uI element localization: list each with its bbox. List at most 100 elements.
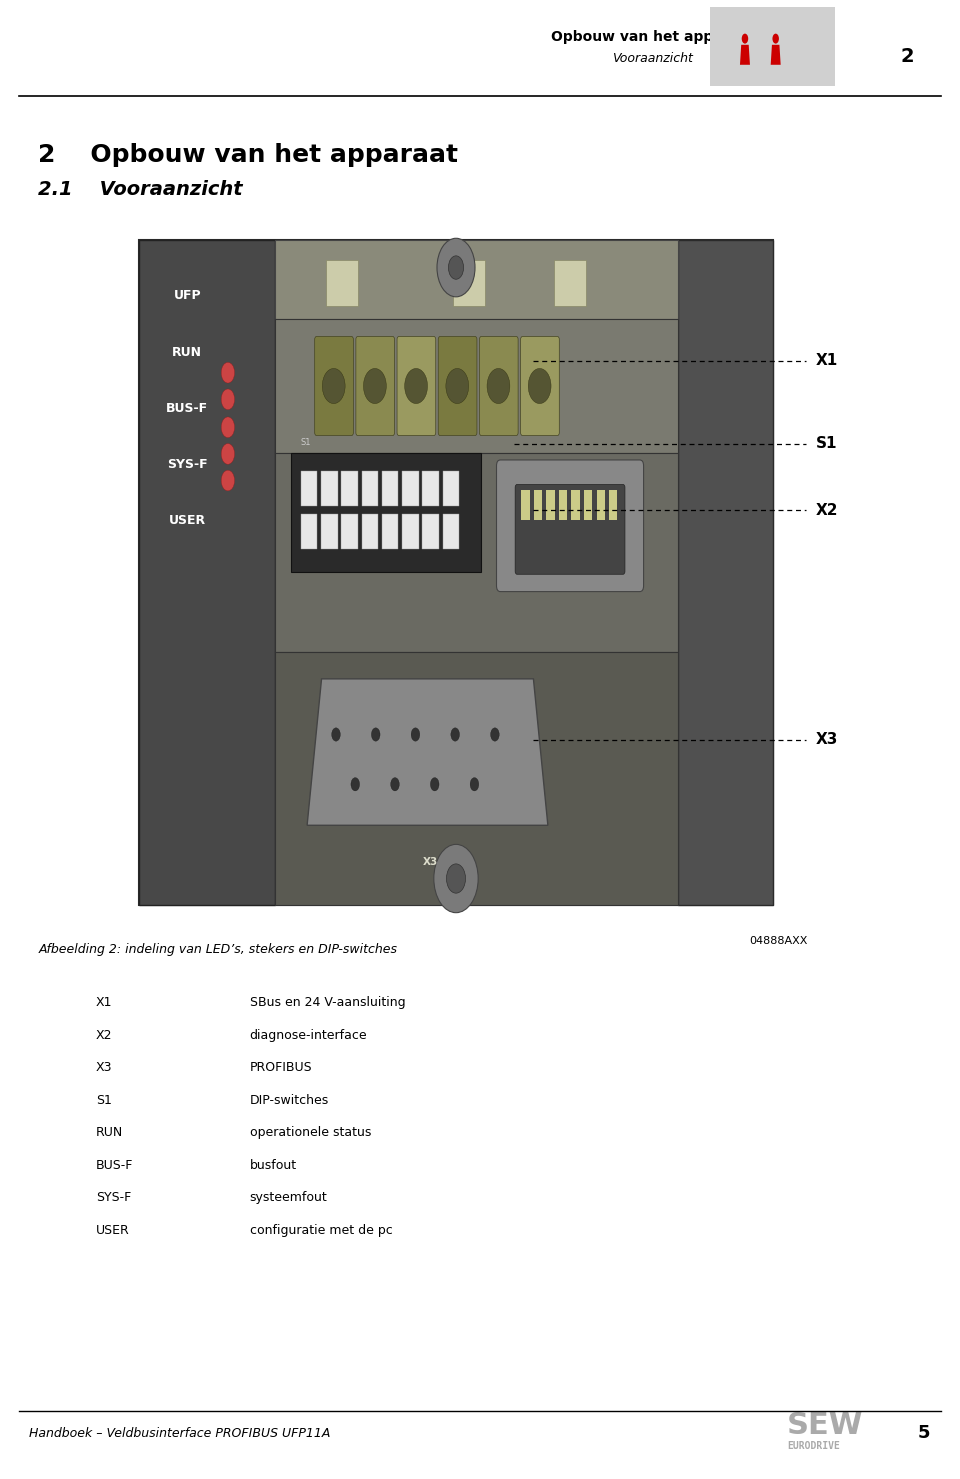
Bar	[710, 7, 835, 86]
Circle shape	[351, 778, 360, 791]
Circle shape	[323, 368, 346, 404]
Bar	[276, 453, 678, 652]
Text: 04888AXX: 04888AXX	[749, 936, 807, 945]
Circle shape	[528, 368, 551, 404]
Polygon shape	[771, 44, 780, 65]
Text: SBus en 24 V-aansluiting: SBus en 24 V-aansluiting	[250, 997, 405, 1009]
Circle shape	[773, 34, 779, 43]
Circle shape	[437, 238, 475, 297]
Circle shape	[487, 368, 510, 404]
Text: Handboek – Veldbusinterface PROFIBUS UFP11A: Handboek – Veldbusinterface PROFIBUS UFP…	[29, 1427, 330, 1439]
Text: RUN: RUN	[172, 346, 203, 358]
Bar	[443, 515, 459, 549]
Polygon shape	[740, 44, 750, 65]
FancyBboxPatch shape	[315, 336, 353, 435]
Text: PROFIBUS: PROFIBUS	[250, 1062, 312, 1074]
Bar	[382, 472, 398, 506]
Text: 2.1    Vooraanzicht: 2.1 Vooraanzicht	[38, 180, 243, 198]
FancyBboxPatch shape	[516, 485, 625, 574]
Text: Vooraanzicht: Vooraanzicht	[612, 52, 693, 65]
Bar	[342, 515, 358, 549]
Text: BUS-F: BUS-F	[96, 1160, 133, 1171]
Bar	[300, 515, 317, 549]
Text: diagnose-interface: diagnose-interface	[250, 1029, 368, 1041]
Text: X3: X3	[423, 856, 439, 867]
Bar	[534, 490, 542, 519]
Text: S1: S1	[96, 1094, 112, 1106]
Bar	[382, 515, 398, 549]
Circle shape	[372, 728, 380, 741]
Bar	[521, 490, 530, 519]
Circle shape	[430, 778, 439, 791]
Circle shape	[364, 368, 386, 404]
FancyBboxPatch shape	[496, 460, 643, 592]
Bar	[276, 319, 678, 453]
Bar	[139, 240, 773, 905]
Circle shape	[451, 728, 460, 741]
FancyBboxPatch shape	[397, 336, 436, 435]
Bar	[402, 515, 419, 549]
Bar	[443, 472, 459, 506]
Bar	[342, 472, 358, 506]
FancyBboxPatch shape	[520, 336, 560, 435]
Text: SEW: SEW	[787, 1411, 864, 1441]
Bar	[596, 490, 605, 519]
Text: EURODRIVE: EURODRIVE	[787, 1442, 840, 1451]
Bar	[321, 472, 338, 506]
Bar	[422, 515, 439, 549]
Text: configuratie met de pc: configuratie met de pc	[250, 1225, 393, 1236]
Text: DIP-switches: DIP-switches	[250, 1094, 329, 1106]
Bar	[139, 240, 276, 905]
Circle shape	[331, 728, 340, 741]
Text: X1: X1	[816, 353, 838, 368]
Circle shape	[221, 470, 234, 491]
Bar	[584, 490, 592, 519]
Circle shape	[491, 728, 499, 741]
Bar	[453, 260, 485, 306]
Text: X3: X3	[816, 732, 838, 747]
Bar	[402, 472, 419, 506]
Circle shape	[221, 389, 234, 410]
Bar	[321, 515, 338, 549]
Bar	[571, 490, 580, 519]
Bar	[554, 260, 586, 306]
Text: SYS-F: SYS-F	[167, 458, 207, 470]
Text: X2: X2	[96, 1029, 112, 1041]
Text: SYS-F: SYS-F	[96, 1192, 132, 1204]
Bar	[546, 490, 555, 519]
Text: busfout: busfout	[250, 1160, 297, 1171]
Bar	[559, 490, 567, 519]
Text: systeemfout: systeemfout	[250, 1192, 327, 1204]
Text: BUS-F: BUS-F	[166, 402, 208, 414]
Circle shape	[411, 728, 420, 741]
Text: 5: 5	[917, 1424, 930, 1442]
Text: 2    Opbouw van het apparaat: 2 Opbouw van het apparaat	[38, 143, 459, 167]
Text: X3: X3	[96, 1062, 112, 1074]
FancyBboxPatch shape	[356, 336, 395, 435]
Bar	[276, 240, 678, 319]
Bar	[678, 240, 773, 905]
Text: UFP: UFP	[174, 290, 201, 302]
Circle shape	[446, 864, 466, 893]
Text: Opbouw van het apparaat: Opbouw van het apparaat	[551, 31, 755, 44]
Text: X2: X2	[816, 503, 838, 518]
Bar	[291, 453, 481, 572]
Polygon shape	[307, 679, 548, 825]
Text: RUN: RUN	[96, 1127, 123, 1139]
Circle shape	[221, 417, 234, 438]
Circle shape	[391, 778, 399, 791]
Bar	[362, 472, 378, 506]
Text: X1: X1	[96, 997, 112, 1009]
Text: S1: S1	[300, 438, 311, 447]
FancyBboxPatch shape	[479, 336, 518, 435]
Text: operationele status: operationele status	[250, 1127, 371, 1139]
Bar	[326, 260, 358, 306]
Circle shape	[434, 845, 478, 913]
Circle shape	[405, 368, 427, 404]
Circle shape	[445, 368, 468, 404]
Circle shape	[448, 256, 464, 280]
Text: USER: USER	[169, 515, 205, 527]
Circle shape	[470, 778, 479, 791]
Circle shape	[221, 362, 234, 383]
Text: 2: 2	[900, 47, 914, 65]
